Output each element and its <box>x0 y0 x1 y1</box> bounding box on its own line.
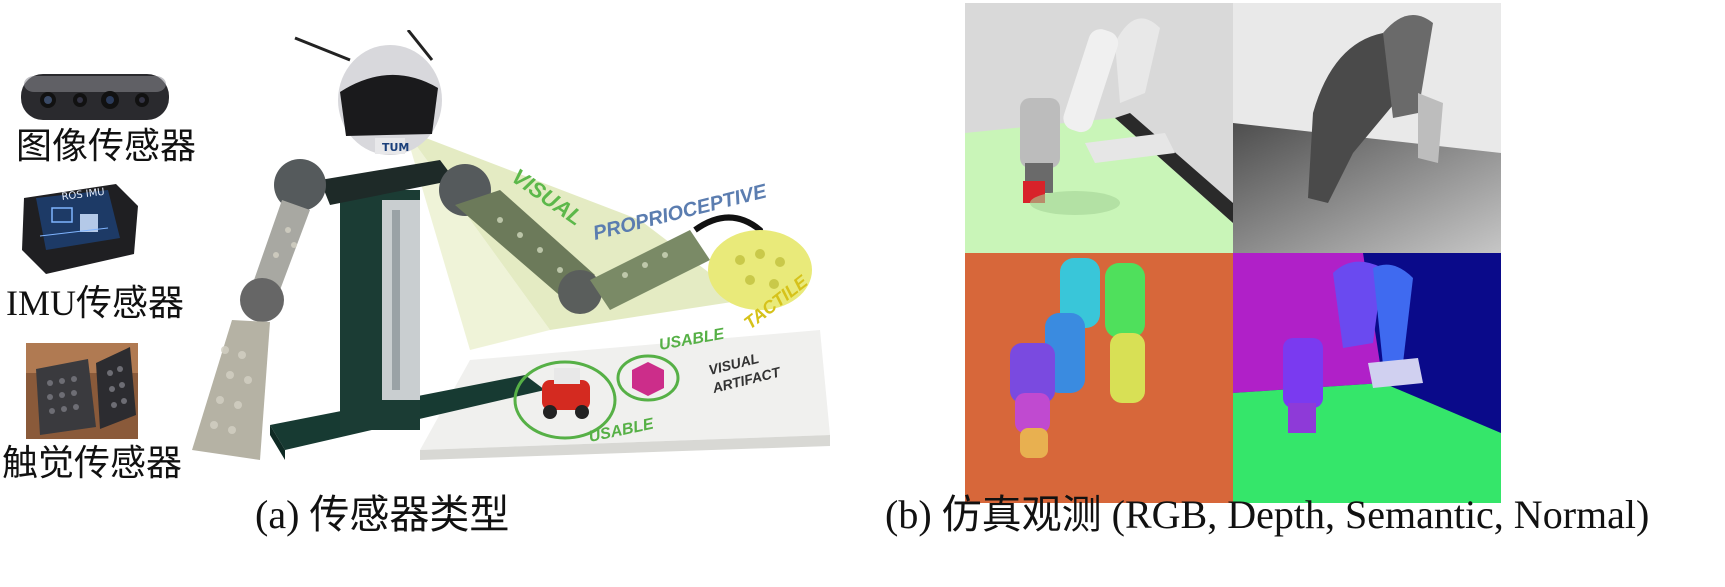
usable-circle-cube <box>616 354 680 402</box>
sensor-label-imu: IMU传感器 <box>6 283 184 323</box>
depth-camera-icon <box>21 74 169 120</box>
imu-device-text: ROS IMU <box>61 187 105 203</box>
rgb-view <box>965 3 1233 253</box>
tactile-sensor-icon <box>26 343 138 439</box>
sensor-label-camera: 图像传感器 <box>16 126 197 166</box>
tactile-ball <box>708 230 812 310</box>
toy-car <box>542 380 590 410</box>
robot-sensing-scene: TUM VISUAL PROPRIOCEPTIVE TACTILE USABLE… <box>192 30 830 460</box>
normal-view <box>1233 253 1501 503</box>
imu-module-icon: ROS IMU <box>22 184 138 274</box>
semantic-view <box>965 253 1233 503</box>
usable-circle-car <box>513 360 617 440</box>
caption-b: (b) 仿真观测 (RGB, Depth, Semantic, Normal) <box>885 492 1650 537</box>
head-logo: TUM <box>382 141 409 154</box>
magenta-cube <box>632 362 664 396</box>
depth-view <box>1233 3 1501 253</box>
caption-a: (a) 传感器类型 <box>255 492 510 537</box>
left-forearm <box>192 320 270 460</box>
sensor-label-tactile: 触觉传感器 <box>2 443 183 483</box>
observation-grid <box>965 3 1501 503</box>
left-upper-arm <box>254 200 310 290</box>
right-forearm <box>590 230 710 310</box>
